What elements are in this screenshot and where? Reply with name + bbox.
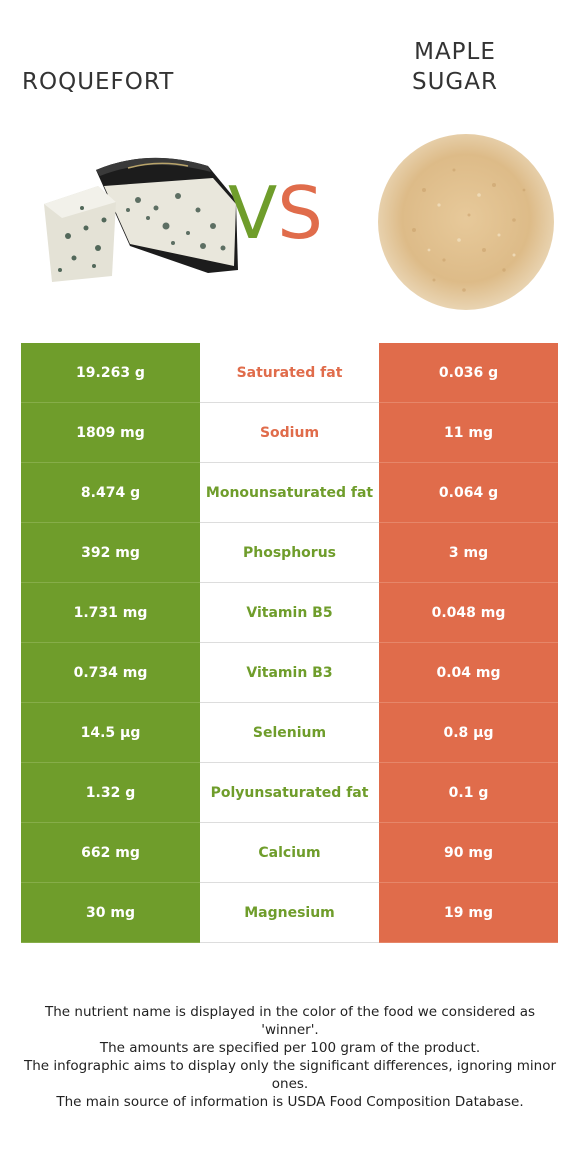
maple-sugar-value: 90 mg bbox=[379, 822, 558, 883]
roquefort-value: 662 mg bbox=[21, 822, 200, 883]
table-row: 30 mg Magnesium 19 mg bbox=[21, 882, 558, 943]
maple-sugar-title-line2: SUGAR bbox=[412, 69, 498, 96]
table-row: 1809 mg Sodium 11 mg bbox=[21, 402, 558, 463]
roquefort-cheese-image bbox=[38, 148, 243, 290]
maple-sugar-title-line1: MAPLE bbox=[414, 39, 496, 66]
table-row: 662 mg Calcium 90 mg bbox=[21, 822, 558, 883]
maple-sugar-value: 0.1 g bbox=[379, 762, 558, 823]
comparison-table: 19.263 g Saturated fat 0.036 g 1809 mg Sodiu… bbox=[21, 343, 558, 943]
maple-sugar-value: 0.064 g bbox=[379, 462, 558, 523]
nutrient-name: Phosphorus bbox=[200, 522, 379, 583]
nutrient-name: Calcium bbox=[200, 822, 379, 883]
roquefort-value: 8.474 g bbox=[21, 462, 200, 523]
vs-s-letter: S bbox=[277, 171, 323, 255]
maple-sugar-value: 0.048 mg bbox=[379, 582, 558, 643]
nutrient-name: Vitamin B5 bbox=[200, 582, 379, 643]
maple-sugar-image bbox=[374, 130, 558, 314]
maple-sugar-value: 0.04 mg bbox=[379, 642, 558, 703]
roquefort-value: 14.5 µg bbox=[21, 702, 200, 763]
table-row: 14.5 µg Selenium 0.8 µg bbox=[21, 702, 558, 763]
nutrient-name: Vitamin B3 bbox=[200, 642, 379, 703]
maple-sugar-value: 19 mg bbox=[379, 882, 558, 943]
maple-sugar-value: 11 mg bbox=[379, 402, 558, 463]
roquefort-value: 19.263 g bbox=[21, 343, 200, 403]
roquefort-value: 1809 mg bbox=[21, 402, 200, 463]
nutrient-name: Magnesium bbox=[200, 882, 379, 943]
roquefort-title: ROQUEFORT bbox=[22, 69, 175, 96]
roquefort-value: 0.734 mg bbox=[21, 642, 200, 703]
table-row: 19.263 g Saturated fat 0.036 g bbox=[21, 343, 558, 403]
footer-line-amounts: The amounts are specified per 100 gram o… bbox=[99, 1040, 481, 1056]
roquefort-value: 1.32 g bbox=[21, 762, 200, 823]
nutrient-name: Monounsaturated fat bbox=[200, 462, 379, 523]
roquefort-value: 1.731 mg bbox=[21, 582, 200, 643]
footer-line-winner: The nutrient name is displayed in the co… bbox=[44, 1004, 536, 1038]
maple-sugar-value: 3 mg bbox=[379, 522, 558, 583]
table-row: 8.474 g Monounsaturated fat 0.064 g bbox=[21, 462, 558, 523]
table-row: 392 mg Phosphorus 3 mg bbox=[21, 522, 558, 583]
table-row: 0.734 mg Vitamin B3 0.04 mg bbox=[21, 642, 558, 703]
vs-v-letter: V bbox=[228, 171, 278, 255]
vs-label: VS bbox=[228, 168, 323, 258]
maple-sugar-value: 0.8 µg bbox=[379, 702, 558, 763]
roquefort-value: 30 mg bbox=[21, 882, 200, 943]
nutrient-name: Sodium bbox=[200, 402, 379, 463]
nutrient-name: Polyunsaturated fat bbox=[200, 762, 379, 823]
nutrient-name: Selenium bbox=[200, 702, 379, 763]
table-row: 1.731 mg Vitamin B5 0.048 mg bbox=[21, 582, 558, 643]
roquefort-value: 392 mg bbox=[21, 522, 200, 583]
nutrient-name: Saturated fat bbox=[200, 343, 379, 403]
table-row: 1.32 g Polyunsaturated fat 0.1 g bbox=[21, 762, 558, 823]
maple-sugar-title: MAPLE SUGAR bbox=[365, 37, 545, 97]
maple-sugar-value: 0.036 g bbox=[379, 343, 558, 403]
footer-notes: The nutrient name is displayed in the co… bbox=[20, 1003, 560, 1111]
footer-line-aims: The infographic aims to display only the… bbox=[23, 1058, 557, 1092]
footer-line-source: The main source of information is USDA F… bbox=[56, 1094, 524, 1110]
